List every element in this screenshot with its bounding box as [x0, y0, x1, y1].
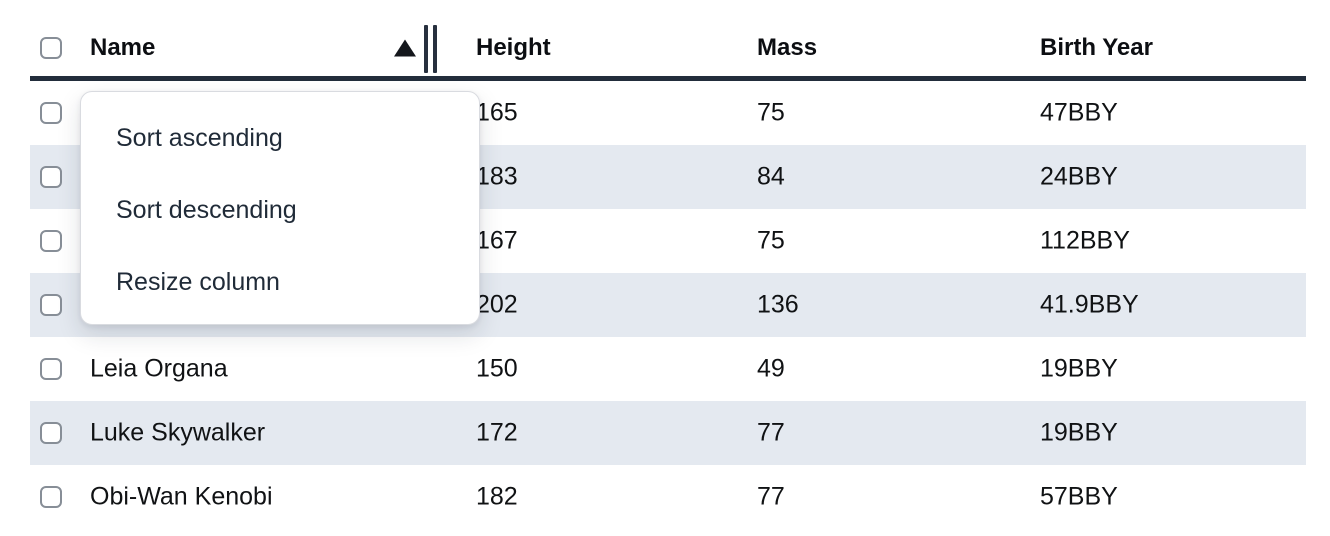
- table-header-row: Name Height Mass Birth Year: [30, 20, 1306, 81]
- cell-height: 202: [476, 290, 518, 319]
- table-row[interactable]: Obi-Wan Kenobi 182 77 57BBY: [30, 465, 1306, 510]
- cell-height: 165: [476, 98, 518, 127]
- row-checkbox[interactable]: [40, 422, 62, 444]
- menu-item-resize-column[interactable]: Resize column: [116, 267, 280, 296]
- table-viewport: Name Height Mass Birth Year 165 75 47BBY…: [30, 20, 1306, 510]
- cell-height: 182: [476, 482, 518, 511]
- cell-height: 183: [476, 162, 518, 191]
- menu-item-sort-ascending[interactable]: Sort ascending: [116, 123, 283, 152]
- table-body: 165 75 47BBY 183 84 24BBY 167 75 112BBY …: [30, 81, 1306, 510]
- cell-name: Leia Organa: [90, 354, 228, 383]
- cell-birth-year: 57BBY: [1040, 482, 1118, 511]
- resize-bar-icon: [424, 25, 428, 73]
- column-resize-handle[interactable]: [424, 25, 437, 73]
- cell-mass: 77: [757, 418, 785, 447]
- cell-birth-year: 112BBY: [1040, 226, 1130, 255]
- row-checkbox[interactable]: [40, 102, 62, 124]
- column-header-height[interactable]: Height: [476, 34, 551, 61]
- cell-mass: 136: [757, 290, 799, 319]
- column-header-mass[interactable]: Mass: [757, 34, 818, 61]
- cell-mass: 77: [757, 482, 785, 511]
- row-checkbox[interactable]: [40, 230, 62, 252]
- row-checkbox[interactable]: [40, 358, 62, 380]
- sort-ascending-icon: [394, 39, 416, 57]
- cell-mass: 49: [757, 354, 785, 383]
- column-header-name[interactable]: Name: [90, 34, 156, 61]
- cell-birth-year: 19BBY: [1040, 418, 1118, 447]
- characters-table: Name Height Mass Birth Year 165 75 47BBY…: [30, 20, 1306, 510]
- row-checkbox[interactable]: [40, 166, 62, 188]
- menu-item-sort-descending[interactable]: Sort descending: [116, 195, 297, 224]
- row-checkbox[interactable]: [40, 486, 62, 508]
- table-row[interactable]: Luke Skywalker 172 77 19BBY: [30, 401, 1306, 465]
- cell-height: 172: [476, 418, 518, 447]
- row-checkbox[interactable]: [40, 294, 62, 316]
- cell-name: Luke Skywalker: [90, 418, 266, 447]
- cell-birth-year: 41.9BBY: [1040, 290, 1139, 319]
- cell-birth-year: 24BBY: [1040, 162, 1118, 191]
- column-header-birth-year[interactable]: Birth Year: [1040, 34, 1153, 61]
- select-all-checkbox[interactable]: [40, 37, 62, 59]
- cell-height: 150: [476, 354, 518, 383]
- cell-mass: 75: [757, 98, 785, 127]
- resize-bar-icon: [433, 25, 437, 73]
- table-row[interactable]: Leia Organa 150 49 19BBY: [30, 337, 1306, 401]
- cell-mass: 75: [757, 226, 785, 255]
- cell-height: 167: [476, 226, 518, 255]
- cell-name: Obi-Wan Kenobi: [90, 482, 273, 511]
- column-context-menu: Sort ascending Sort descending Resize co…: [80, 91, 480, 325]
- cell-birth-year: 47BBY: [1040, 98, 1118, 127]
- cell-birth-year: 19BBY: [1040, 354, 1118, 383]
- cell-mass: 84: [757, 162, 785, 191]
